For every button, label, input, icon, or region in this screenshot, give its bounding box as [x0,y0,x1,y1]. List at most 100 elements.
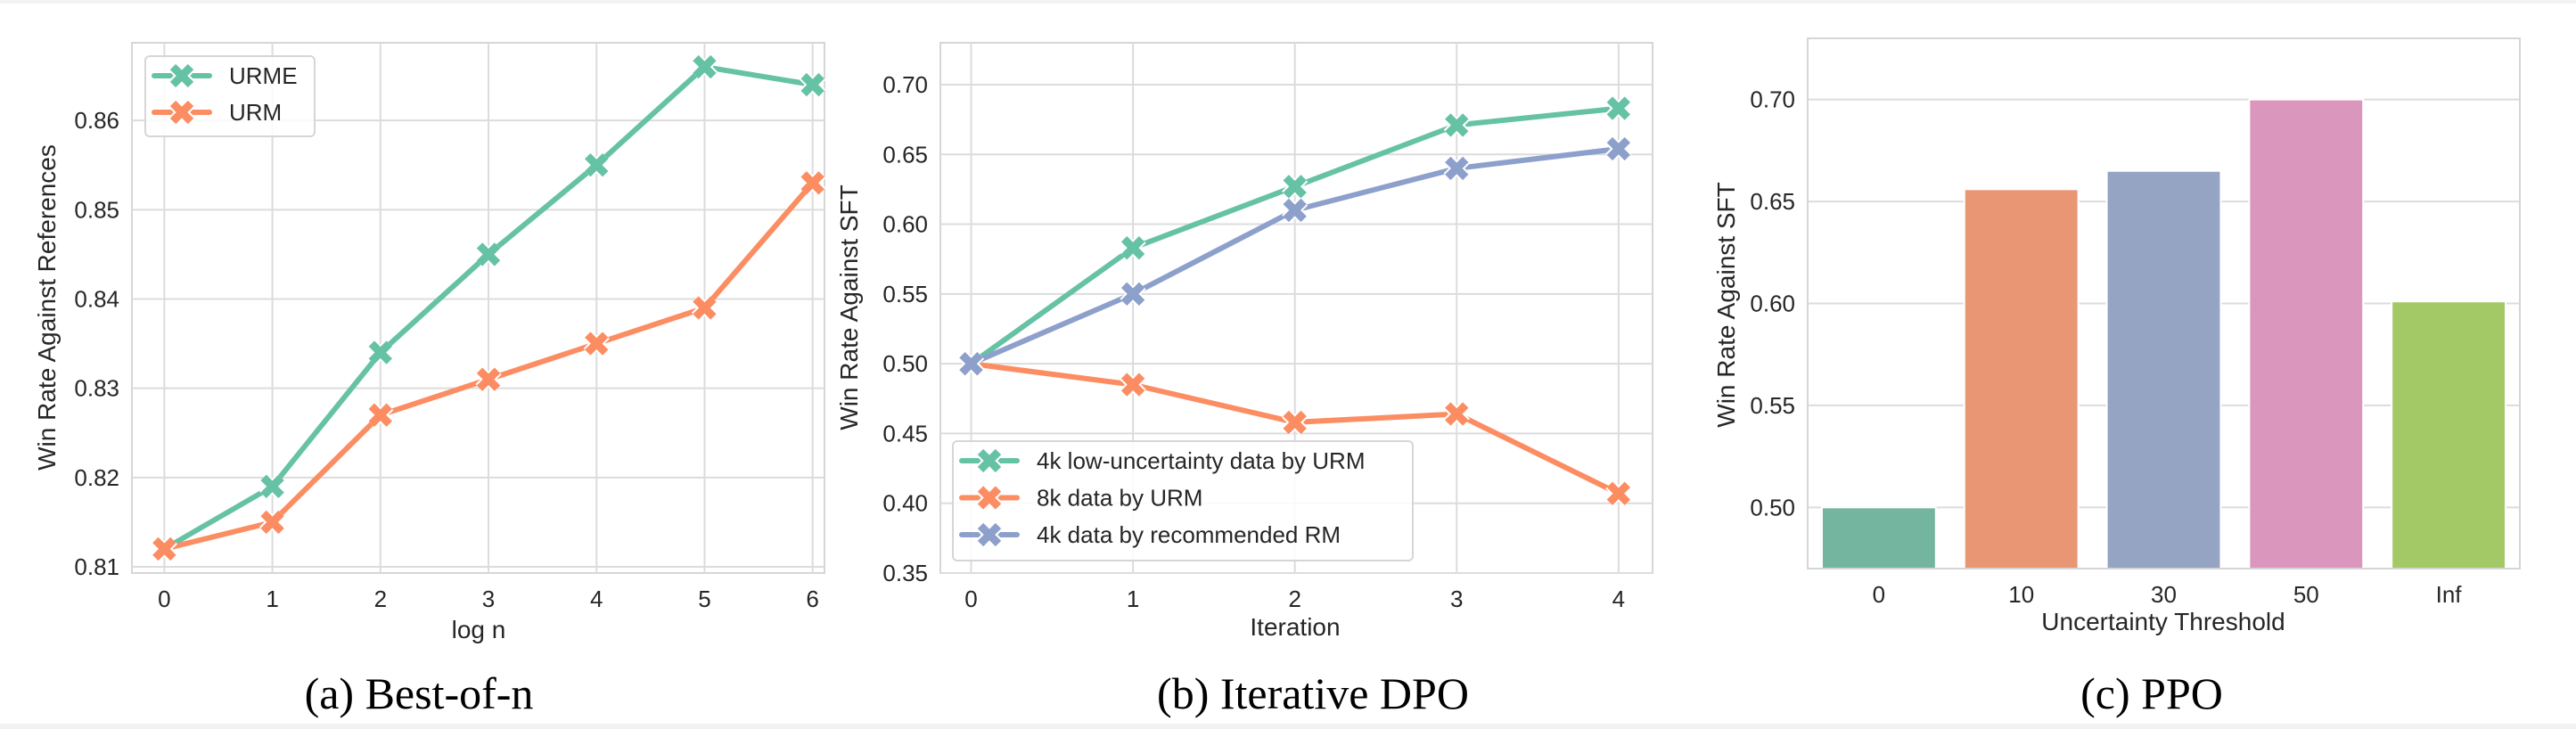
y-tick-label: 0.50 [882,350,928,377]
top-border [0,0,2576,4]
marker-fill [1283,175,1307,199]
series-urm [151,169,826,562]
marker-fill [585,153,609,177]
y-tick-label: 0.45 [882,420,928,446]
legend-label: 4k data by recommended RM [1037,521,1341,548]
bar-50 [2248,98,2365,569]
series-urme [151,53,826,562]
x-marker [957,350,985,377]
x-marker [1605,135,1632,162]
marker-fill [977,522,1002,547]
marker-fill [585,332,609,356]
y-tick-label: 0.65 [882,141,928,168]
y-tick-label: 0.50 [1750,494,1795,520]
x-tick-label: 30 [2151,581,2177,608]
x-tick-label: 0 [964,586,977,612]
x-marker [1443,155,1470,182]
marker-fill [476,367,501,391]
x-tick-label: 2 [374,586,387,612]
y-tick-label: 0.55 [1750,392,1795,419]
marker-fill [1120,282,1145,307]
x-marker [1282,409,1309,436]
x-marker [583,152,610,178]
marker-fill [1120,373,1145,397]
x-axis-label: log n [452,616,506,643]
panel-iterative-dpo: 0.35 0.40 0.45 0.50 0.55 0.60 0.65 0.70 0 1 2 3 4 4k… [835,42,1653,718]
x-tick-label: 5 [698,586,710,612]
bars [1807,37,2521,569]
y-tick-label: 0.65 [1750,188,1795,215]
x-marker [1120,234,1146,261]
x-marker [800,169,826,196]
legend-item: 4k data by recommended RM [959,521,1341,548]
marker-fill [368,403,392,427]
caption: (b) Iterative DPO [1157,668,1469,718]
legend: URME URM [144,55,316,137]
x-axis-label: Uncertainty Threshold [2041,608,2285,635]
legend-label: 4k low-uncertainty data by URM [1037,447,1365,474]
y-tick-label: 0.83 [74,375,119,402]
x-marker [1605,480,1632,507]
y-axis-label: Win Rate Against SFT [1712,182,1740,427]
marker-fill [1606,96,1631,120]
x-tick-label: 1 [1127,586,1139,612]
legend-label: URME [229,62,298,89]
y-tick-label: 0.86 [74,107,119,134]
x-marker [691,53,718,80]
marker-fill [1445,156,1469,181]
y-tick-label: 0.40 [882,490,928,517]
bar-0 [1820,506,1937,569]
x-marker [1443,111,1470,138]
legend-label: URM [229,99,282,126]
x-marker [800,71,826,98]
y-tick-label: 0.60 [882,211,928,238]
marker-fill [1445,113,1469,137]
y-tick-label: 0.60 [1750,291,1795,317]
y-tick-label: 0.84 [74,285,119,312]
x-tick-label: 3 [1450,586,1463,612]
marker-fill [152,537,176,561]
x-tick-label: 6 [806,586,818,612]
tick-labels: 0.50 0.55 0.60 0.65 0.70 0 10 30 50 Inf [1750,86,2462,608]
marker-fill [260,474,284,499]
marker-fill [169,63,194,88]
y-tick-label: 0.70 [882,71,928,98]
marker-fill [1606,481,1631,505]
marker-fill [800,171,824,195]
x-marker [258,509,286,536]
marker-fill [800,72,824,97]
x-marker [1443,400,1470,428]
series-4k-data-by-recommended-rm [957,135,1632,377]
plot-frame [1807,37,2521,569]
panel-best-of-n: 0.810.820.830.840.850.860 1 2 3 4 5 6 URMEURM … [33,42,826,718]
marker-fill [1283,198,1307,223]
x-marker [168,99,195,126]
x-marker [1282,173,1309,200]
x-marker [976,447,1003,474]
x-marker [691,294,718,322]
tick-labels: 0.35 0.40 0.45 0.50 0.55 0.60 0.65 0.70 0 1 2 3 4 [882,71,1625,612]
legend-label: 8k data by URM [1037,485,1202,512]
marker-fill [977,486,1002,510]
x-axis-label: Iteration [1250,613,1340,641]
x-marker [1282,197,1309,224]
y-tick-label: 0.81 [74,553,119,580]
x-tick-label: 10 [2008,581,2034,608]
x-tick-label: Inf [2436,581,2463,608]
x-marker [1120,281,1146,307]
legend-item: 8k data by URM [959,485,1202,512]
y-axis-label: Win Rate Against References [33,144,61,471]
x-marker [583,330,610,357]
legend: 4k low-uncertainty data by URM 8k data by… [952,440,1414,561]
marker-fill [476,242,501,266]
marker-fill [693,54,717,79]
marker-fill [368,340,392,364]
x-tick-label: 0 [1873,581,1885,608]
x-tick-label: 2 [1288,586,1300,612]
panel-ppo: 0.50 0.55 0.60 0.65 0.70 0 10 30 50 Inf Uncertain… [1712,37,2521,718]
marker-fill [1445,402,1469,426]
series-lines [957,94,1632,507]
x-marker [258,473,286,500]
y-tick-label: 0.85 [74,196,119,223]
